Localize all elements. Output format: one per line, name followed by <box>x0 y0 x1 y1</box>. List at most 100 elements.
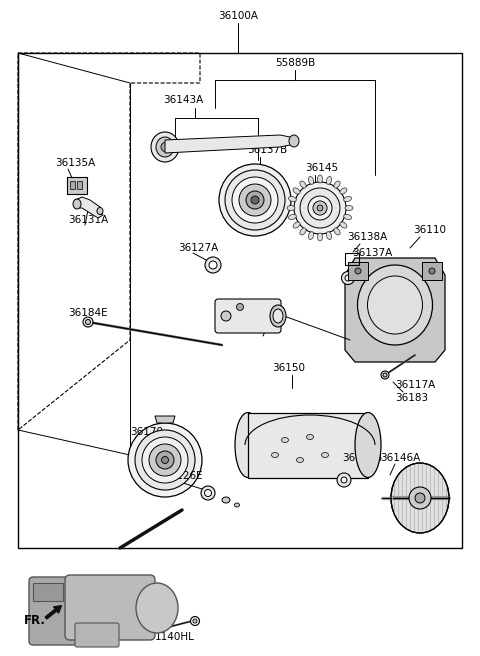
Ellipse shape <box>97 207 103 215</box>
Ellipse shape <box>308 232 314 239</box>
Text: 36100A: 36100A <box>218 11 258 21</box>
Text: 36145: 36145 <box>305 163 338 173</box>
Ellipse shape <box>204 489 212 497</box>
Ellipse shape <box>288 196 296 201</box>
Text: 36131A: 36131A <box>68 215 108 225</box>
Ellipse shape <box>232 177 278 223</box>
Ellipse shape <box>156 137 174 157</box>
Bar <box>422 262 442 280</box>
Ellipse shape <box>337 473 351 487</box>
Ellipse shape <box>355 413 381 478</box>
Ellipse shape <box>300 188 340 228</box>
Ellipse shape <box>85 319 91 325</box>
Text: 36152B: 36152B <box>342 453 382 463</box>
Text: 36117A: 36117A <box>395 380 435 390</box>
Text: 36170: 36170 <box>130 427 163 437</box>
FancyBboxPatch shape <box>75 623 119 647</box>
Ellipse shape <box>300 181 306 188</box>
Ellipse shape <box>334 228 340 235</box>
Ellipse shape <box>205 257 221 273</box>
Ellipse shape <box>235 413 261 478</box>
Ellipse shape <box>326 176 332 184</box>
Ellipse shape <box>73 199 81 209</box>
Text: 36183: 36183 <box>395 393 428 403</box>
Text: FR.: FR. <box>24 613 46 626</box>
Ellipse shape <box>161 457 168 464</box>
Ellipse shape <box>151 132 179 162</box>
Ellipse shape <box>128 423 202 497</box>
Ellipse shape <box>225 170 285 230</box>
Text: 55889B: 55889B <box>275 58 315 68</box>
Polygon shape <box>155 416 175 423</box>
Text: 36127A: 36127A <box>178 243 218 253</box>
Ellipse shape <box>344 196 351 201</box>
Polygon shape <box>75 197 103 218</box>
Ellipse shape <box>293 188 300 194</box>
Ellipse shape <box>156 451 174 469</box>
Ellipse shape <box>209 261 217 269</box>
Ellipse shape <box>307 434 313 440</box>
Text: 36150: 36150 <box>272 363 305 373</box>
Text: 36137B: 36137B <box>247 145 287 155</box>
Text: 36184E: 36184E <box>68 308 108 318</box>
Ellipse shape <box>193 619 197 623</box>
Ellipse shape <box>322 453 328 457</box>
Ellipse shape <box>391 463 449 533</box>
Ellipse shape <box>334 181 340 188</box>
Ellipse shape <box>358 265 432 345</box>
Ellipse shape <box>294 182 346 234</box>
Ellipse shape <box>345 205 353 211</box>
Ellipse shape <box>135 430 195 490</box>
Ellipse shape <box>293 222 300 228</box>
Ellipse shape <box>287 205 295 211</box>
Bar <box>77 181 82 189</box>
Ellipse shape <box>246 191 264 209</box>
Ellipse shape <box>142 437 188 483</box>
Ellipse shape <box>383 373 387 377</box>
Ellipse shape <box>313 201 327 215</box>
Text: 36137A: 36137A <box>352 248 392 258</box>
Bar <box>345 253 359 265</box>
Ellipse shape <box>300 228 306 235</box>
Text: 36143A: 36143A <box>163 95 203 105</box>
Ellipse shape <box>191 617 200 626</box>
Ellipse shape <box>308 176 314 184</box>
Text: 36135A: 36135A <box>55 158 95 168</box>
Bar <box>348 262 368 280</box>
Ellipse shape <box>239 184 271 216</box>
Ellipse shape <box>317 175 323 183</box>
Ellipse shape <box>326 232 332 239</box>
Ellipse shape <box>341 477 347 483</box>
Ellipse shape <box>222 497 230 503</box>
Bar <box>70 181 75 189</box>
Ellipse shape <box>270 305 286 327</box>
Polygon shape <box>345 258 445 362</box>
Ellipse shape <box>136 583 178 633</box>
FancyBboxPatch shape <box>67 177 87 194</box>
FancyBboxPatch shape <box>29 577 87 645</box>
Ellipse shape <box>273 309 283 323</box>
Bar <box>33 583 63 601</box>
Ellipse shape <box>83 317 93 327</box>
Text: 36110: 36110 <box>413 225 446 235</box>
Ellipse shape <box>289 135 299 147</box>
Ellipse shape <box>161 142 169 152</box>
Ellipse shape <box>237 304 243 310</box>
Ellipse shape <box>429 268 435 274</box>
Ellipse shape <box>149 444 181 476</box>
FancyArrow shape <box>45 605 61 619</box>
Ellipse shape <box>415 493 425 503</box>
Polygon shape <box>165 135 295 153</box>
Ellipse shape <box>308 196 332 220</box>
Ellipse shape <box>344 215 351 220</box>
Ellipse shape <box>345 275 351 281</box>
Ellipse shape <box>272 453 278 457</box>
Ellipse shape <box>317 205 323 211</box>
Ellipse shape <box>219 164 291 236</box>
Ellipse shape <box>340 188 347 194</box>
Ellipse shape <box>341 272 355 285</box>
Ellipse shape <box>381 371 389 379</box>
Ellipse shape <box>297 457 303 462</box>
Ellipse shape <box>235 503 240 507</box>
FancyBboxPatch shape <box>215 299 281 333</box>
